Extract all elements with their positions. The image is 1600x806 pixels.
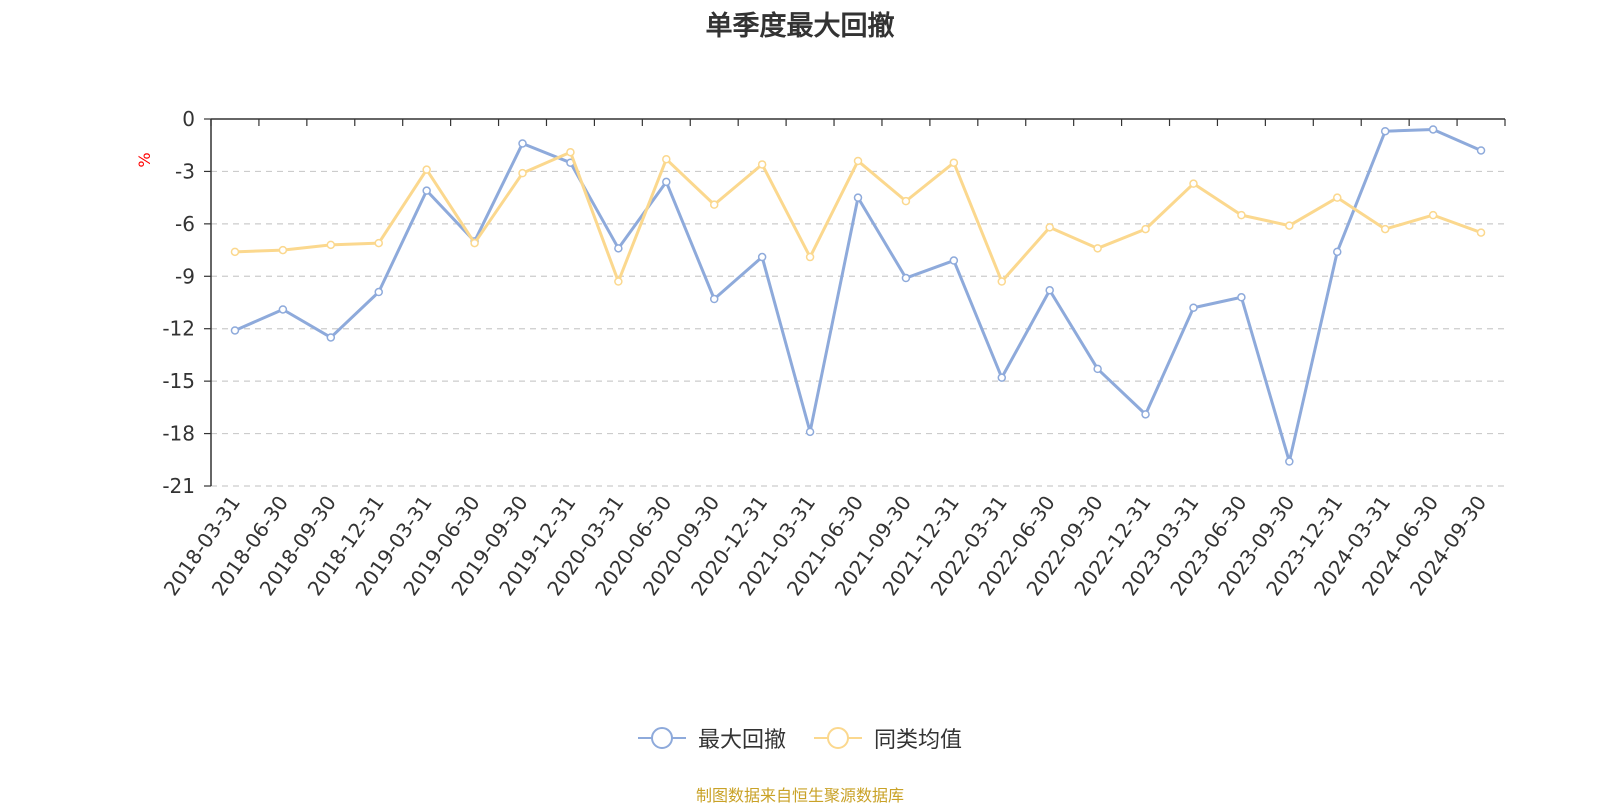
data-point (1093, 364, 1102, 374)
y-axis-unit-label: % (135, 152, 154, 167)
data-point (374, 287, 383, 297)
data-point (614, 277, 623, 286)
data-point (1428, 210, 1438, 220)
data-point (949, 256, 959, 265)
data-point (1333, 247, 1342, 257)
data-point (997, 277, 1007, 286)
y-tick-label: -6 (175, 212, 195, 236)
data-point (1045, 223, 1054, 232)
data-point (757, 252, 767, 262)
data-point (278, 245, 288, 255)
y-tick-label: -3 (175, 159, 195, 183)
data-source-note: 制图数据来自恒生聚源数据库 (695, 786, 904, 805)
data-point (422, 165, 431, 174)
data-point (709, 200, 719, 209)
data-point (1476, 228, 1486, 237)
y-tick-label: -18 (162, 422, 195, 446)
legend: 最大回撤 同类均值 (0, 722, 1600, 754)
grid-lines (211, 170, 1505, 487)
data-point (1141, 410, 1150, 419)
data-point (853, 156, 863, 166)
data-point (662, 177, 671, 187)
data-point (518, 139, 527, 148)
data-point (230, 247, 240, 257)
data-point (1476, 146, 1486, 155)
data-point (326, 333, 336, 342)
series (230, 125, 1486, 466)
data-point (1428, 125, 1438, 134)
axes: 0-3-6-9-12-15-18-212018-03-312018-06-302… (159, 107, 1506, 600)
data-point (1380, 224, 1390, 234)
data-point (1237, 210, 1246, 220)
data-point (901, 273, 911, 283)
y-tick-label: -12 (162, 317, 195, 341)
data-point (470, 238, 479, 248)
legend-swatch-yellow (814, 727, 862, 749)
legend-label: 同类均值 (874, 728, 963, 753)
data-point (1141, 224, 1150, 234)
data-point (757, 160, 767, 169)
data-point (566, 147, 575, 157)
line-chart: 0-3-6-9-12-15-18-212018-03-312018-06-302… (135, 107, 1506, 600)
data-point (901, 196, 911, 206)
data-point (1045, 286, 1054, 295)
data-point (230, 326, 240, 335)
data-point (805, 252, 815, 262)
data-point (326, 240, 336, 250)
data-point (1380, 126, 1390, 136)
data-point (805, 427, 815, 437)
data-point (1285, 221, 1294, 230)
data-point (662, 154, 671, 164)
data-point (1237, 293, 1246, 302)
data-point (1189, 303, 1198, 312)
legend-label: 最大回撤 (697, 728, 786, 753)
data-point (949, 158, 959, 167)
y-tick-label: -21 (162, 474, 195, 498)
legend-item-category-average[interactable]: 同类均值 (814, 722, 962, 754)
data-point (422, 186, 431, 195)
y-tick-label: 0 (182, 107, 195, 131)
legend-swatch-blue (637, 727, 686, 749)
data-point (518, 168, 527, 178)
data-point (278, 305, 288, 314)
y-tick-label: -15 (162, 369, 195, 393)
data-point (1285, 457, 1294, 466)
data-point (853, 193, 863, 202)
data-point (1189, 179, 1198, 188)
data-point (614, 244, 623, 253)
data-point (709, 294, 719, 304)
data-point (374, 238, 383, 248)
data-point (997, 373, 1007, 382)
chart-title: 单季度最大回撤 (705, 11, 895, 42)
y-tick-label: -9 (175, 264, 195, 288)
legend-item-max-drawdown[interactable]: 最大回撤 (637, 722, 786, 754)
data-point (1093, 244, 1102, 253)
data-point (1333, 193, 1342, 202)
